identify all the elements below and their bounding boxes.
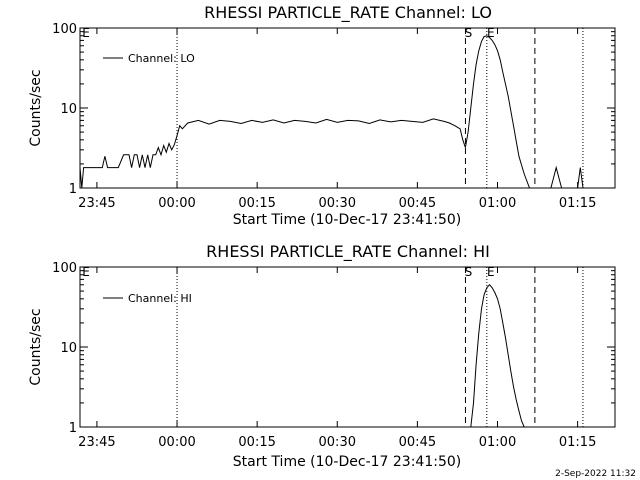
x-tick-label: 01:00 <box>479 196 516 211</box>
time-marker-label: E <box>487 26 495 40</box>
time-marker-label: S <box>465 26 473 40</box>
panel-hi-legend-label: Channel: HI <box>128 292 192 305</box>
panel-lo-ylabel: Counts/sec <box>28 69 44 146</box>
time-marker-label: S <box>465 265 473 279</box>
y-tick-label: 100 <box>52 22 77 37</box>
y-tick-label: 1 <box>69 182 77 197</box>
x-tick-label: 00:30 <box>319 196 356 211</box>
time-marker-label: E <box>82 265 90 279</box>
x-tick-label: 00:45 <box>399 435 436 450</box>
x-tick-label: 00:00 <box>158 196 195 211</box>
x-tick-label: 23:45 <box>78 196 115 211</box>
panel-hi-ticks: 23:45 00:00 00:15 00:30 00:45 01:00 01:15 1 10 10… <box>52 261 615 450</box>
x-tick-label: 00:30 <box>319 435 356 450</box>
y-tick-label: 100 <box>52 261 77 276</box>
panel-lo-title: RHESSI PARTICLE_RATE Channel: LO <box>204 3 492 23</box>
y-tick-label: 1 <box>69 421 77 436</box>
y-tick-label: 10 <box>60 341 77 356</box>
x-tick-label: 00:15 <box>238 435 275 450</box>
panel-lo-ticks: 23:45 00:00 00:15 00:30 00:45 01:00 01:15 1 10 10… <box>52 22 615 211</box>
panel-lo-series-line <box>79 35 615 189</box>
x-tick-label: 00:15 <box>238 196 275 211</box>
figure-timestamp: 2-Sep-2022 11:32 <box>555 469 636 479</box>
panel-hi: RHESSI PARTICLE_RATE Channel: HI Counts/… <box>28 242 616 470</box>
time-marker-label: E <box>82 26 90 40</box>
time-marker-label: E <box>487 265 495 279</box>
x-tick-label: 00:00 <box>158 435 195 450</box>
panel-lo: RHESSI PARTICLE_RATE Channel: LO Counts/… <box>28 3 616 228</box>
panel-lo-frame <box>79 27 616 189</box>
panel-hi-series-line <box>470 283 527 428</box>
x-tick-label: 00:45 <box>399 196 436 211</box>
x-tick-label: 01:15 <box>559 196 596 211</box>
y-tick-label: 10 <box>60 102 77 117</box>
x-tick-label: 01:15 <box>559 435 596 450</box>
panel-hi-ylabel: Counts/sec <box>28 308 44 385</box>
panel-hi-frame <box>79 266 616 428</box>
panel-hi-title: RHESSI PARTICLE_RATE Channel: HI <box>206 242 490 262</box>
panel-lo-legend-label: Channel: LO <box>128 52 195 65</box>
panel-lo-xlabel: Start Time (10-Dec-17 23:41:50) <box>233 212 461 228</box>
panel-hi-xlabel: Start Time (10-Dec-17 23:41:50) <box>233 454 461 470</box>
x-tick-label: 01:00 <box>479 435 516 450</box>
x-tick-label: 23:45 <box>78 435 115 450</box>
